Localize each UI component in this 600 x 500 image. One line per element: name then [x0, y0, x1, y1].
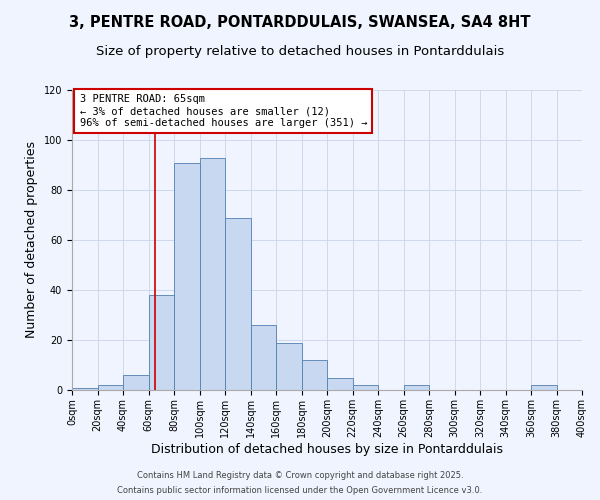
- Bar: [251, 325, 276, 390]
- Bar: [276, 342, 302, 390]
- Text: 3, PENTRE ROAD, PONTARDDULAIS, SWANSEA, SA4 8HT: 3, PENTRE ROAD, PONTARDDULAIS, SWANSEA, …: [69, 15, 531, 30]
- Bar: [404, 385, 429, 390]
- Bar: [123, 375, 149, 390]
- Bar: [97, 385, 123, 390]
- Text: Contains HM Land Registry data © Crown copyright and database right 2025.: Contains HM Land Registry data © Crown c…: [137, 471, 463, 480]
- Bar: [174, 162, 199, 390]
- Bar: [225, 218, 251, 390]
- Bar: [199, 158, 225, 390]
- Bar: [302, 360, 327, 390]
- Text: Contains public sector information licensed under the Open Government Licence v3: Contains public sector information licen…: [118, 486, 482, 495]
- Bar: [582, 388, 600, 390]
- Text: 3 PENTRE ROAD: 65sqm
← 3% of detached houses are smaller (12)
96% of semi-detach: 3 PENTRE ROAD: 65sqm ← 3% of detached ho…: [80, 94, 367, 128]
- Bar: [353, 385, 378, 390]
- Bar: [327, 378, 353, 390]
- Bar: [149, 295, 174, 390]
- Bar: [531, 385, 557, 390]
- X-axis label: Distribution of detached houses by size in Pontarddulais: Distribution of detached houses by size …: [151, 442, 503, 456]
- Y-axis label: Number of detached properties: Number of detached properties: [25, 142, 38, 338]
- Bar: [72, 388, 97, 390]
- Text: Size of property relative to detached houses in Pontarddulais: Size of property relative to detached ho…: [96, 45, 504, 58]
